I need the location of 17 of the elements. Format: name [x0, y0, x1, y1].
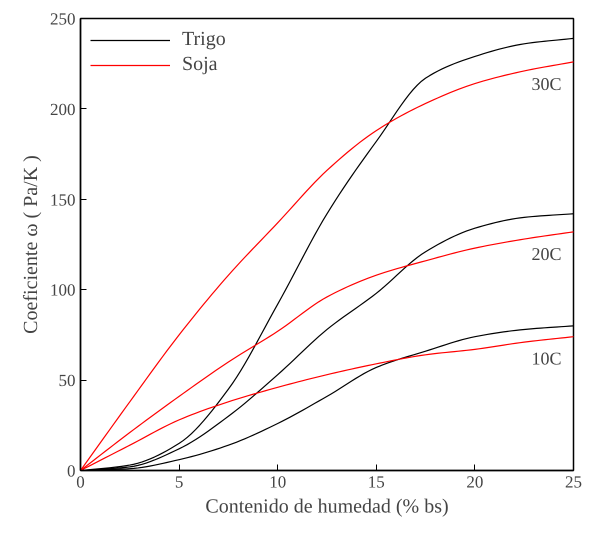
legend-label: Soja	[182, 53, 218, 76]
x-axis-title: Contenido de humedad (% bs)	[205, 496, 449, 518]
y-tick-label: 200	[50, 100, 76, 119]
y-axis-title: Coeficiente ω ( Pa/K )	[20, 155, 42, 334]
y-tick-label: 50	[58, 371, 76, 390]
y-tick-label: 100	[50, 280, 76, 300]
x-tick-label: 20	[466, 472, 484, 492]
annotation: 30C	[531, 74, 562, 94]
annotation: 10C	[531, 348, 562, 369]
y-tick-label: 150	[50, 190, 76, 210]
legend-label: Trigo	[182, 28, 226, 51]
x-tick-label: 10	[269, 472, 286, 492]
x-tick-label: 15	[368, 472, 385, 492]
x-tick-label: 5	[174, 472, 184, 492]
annotation: 20C	[531, 244, 562, 264]
x-tick-label: 25	[565, 472, 582, 492]
y-tick-label: 250	[50, 10, 76, 28]
